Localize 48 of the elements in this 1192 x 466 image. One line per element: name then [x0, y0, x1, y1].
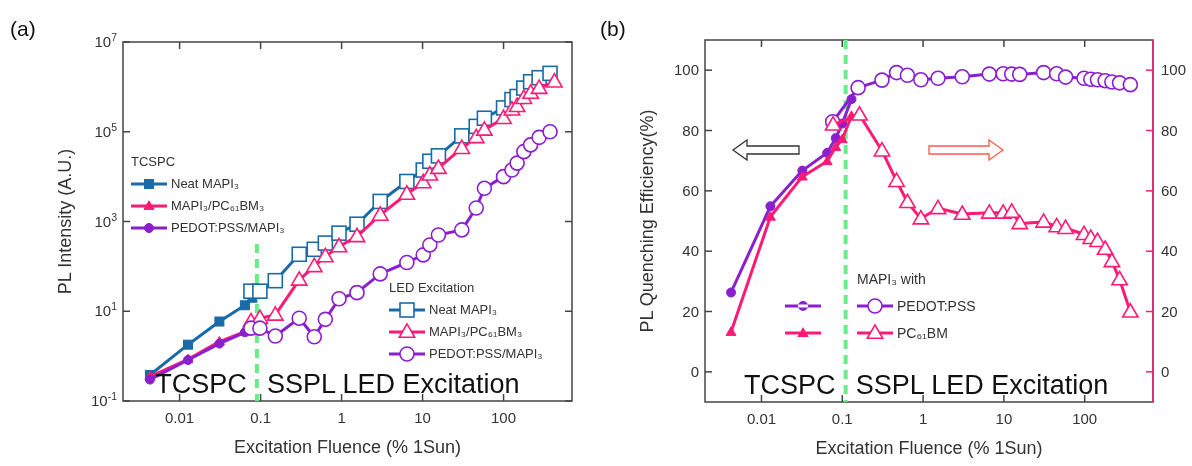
x-tick-label: 100: [1072, 410, 1098, 427]
x-axis-title: Excitation Fluence (% 1Sun): [233, 437, 462, 457]
x-tick-label: 0.01: [165, 409, 195, 426]
annotation: LED Excitation: [389, 280, 475, 295]
y2-tick-label: 40: [1161, 242, 1178, 260]
text: (b): [600, 17, 626, 40]
x-tick-label: 1: [918, 410, 928, 427]
annotation: SSPL LED Excitation: [855, 370, 1109, 400]
y-tick-label: 10$^{5}$: [94, 120, 118, 140]
legend-label: PEDOT:PSS/MAPI₃: [171, 220, 285, 235]
legend-label: MAPI₃/PC₆₁BM₃: [171, 198, 265, 213]
x-tick-label: 10: [995, 410, 1013, 427]
legend-label: PC₆₁BM: [897, 325, 948, 341]
y-tick-label: 20: [682, 302, 699, 320]
y-axis-title: PL Intensity (A.U.): [55, 148, 75, 295]
x-tick-label: 100: [491, 409, 517, 426]
legend-label: Neat MAPI₃: [429, 302, 498, 317]
y-tick-label: 60: [682, 181, 699, 199]
y-tick-label: 10$^{3}$: [94, 210, 118, 230]
x-tick-label: 0.01: [746, 410, 777, 427]
annotation: TCSPC: [155, 369, 247, 399]
y-tick-label: 40: [682, 242, 699, 260]
legend-label: PEDOT:PSS/MAPI₃: [429, 346, 543, 361]
y-tick-label: 80: [682, 121, 699, 139]
y-tick-label: 100: [673, 61, 699, 79]
x-tick-label: 1: [337, 409, 346, 426]
y-tick-label: 0: [690, 362, 699, 380]
y2-tick-label: 80: [1161, 121, 1178, 139]
legend-label: PEDOT:PSS: [897, 298, 976, 314]
y2-tick-label: 60: [1161, 181, 1178, 199]
legend-title: TCSPC: [131, 154, 176, 169]
y2-tick-label: 100: [1161, 61, 1187, 79]
x-tick-label: 10: [414, 409, 431, 426]
text: (a): [10, 17, 36, 40]
y-tick-label: 10$^{1}$: [94, 300, 118, 320]
legend-label: Neat MAPI₃: [171, 176, 240, 191]
x-axis-title: Excitation Fluence (% 1Sun): [815, 438, 1043, 458]
legend-label: MAPI₃/PC₆₁BM₃: [429, 324, 523, 339]
y-tick-label: 10$^{-1}$: [90, 390, 118, 409]
x-tick-label: 0.1: [250, 409, 272, 426]
legend-title: MAPI₃ with: [857, 271, 926, 287]
y2-tick-label: 20: [1161, 302, 1178, 320]
annotation: SSPL LED Excitation: [266, 369, 520, 399]
y2-tick-label: 0: [1161, 362, 1170, 380]
y-tick-label: 10$^{7}$: [94, 31, 118, 50]
y-axis-title: PL Quenching Efficiency(%): [637, 109, 657, 333]
x-tick-label: 0.1: [831, 410, 853, 427]
annotation: TCSPC: [744, 370, 836, 400]
